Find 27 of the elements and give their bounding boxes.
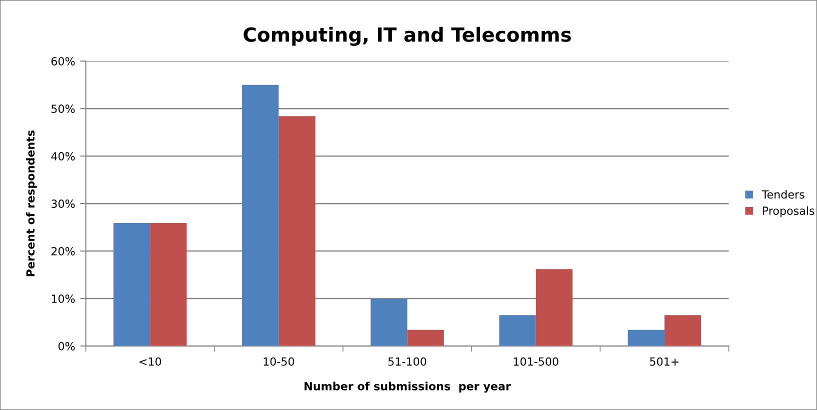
x-axis-title: Number of submissions per year [304,382,511,393]
bar [242,84,279,346]
x-tick-label: 51-100 [388,357,426,366]
bar [536,269,573,346]
legend-label: Tenders [762,190,804,199]
chart-title: Computing, IT and Telecomms [244,26,571,46]
y-tick-label: 60% [51,57,75,66]
y-tick-label: 30% [52,200,75,208]
bar [407,330,444,346]
x-tick-label: 101-500 [514,357,558,366]
y-tick-label: 20% [51,247,75,256]
x-tick-label: <10 [140,357,162,366]
bar [664,315,702,346]
bar [278,116,316,346]
bar [113,223,150,346]
bar [628,330,664,346]
bar [370,299,408,346]
y-tick-label: 10% [52,294,75,303]
legend-label: Proposals [762,206,814,218]
y-tick-label: 50% [52,104,75,113]
bar [499,315,536,346]
x-tick-label: 10-50 [264,357,294,366]
y-tick-label: 40% [51,152,75,160]
x-tick-label: 501+ [650,357,679,366]
bar [150,223,187,346]
y-axis-title: Percent of respondents [26,130,37,276]
y-tick-label: 0% [58,342,75,350]
